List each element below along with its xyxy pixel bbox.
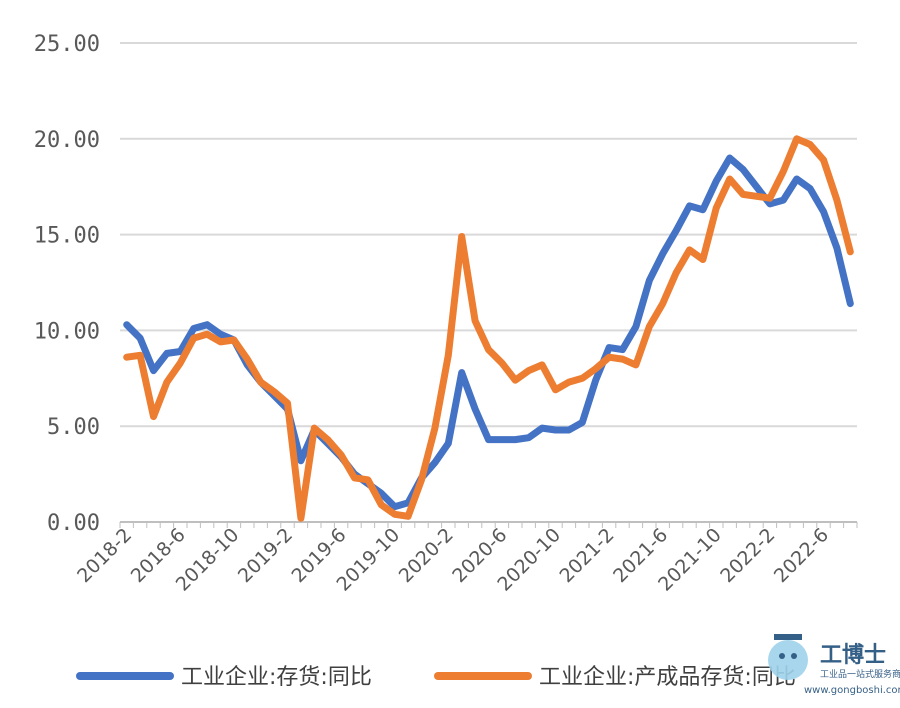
y-tick-label: 5.00 [47,415,100,440]
x-tick-label: 2019-2 [234,524,297,587]
watermark-logo: 工博士 工业品一站式服务商 www.gongboshi.com [768,634,900,696]
series-line-inventory [123,154,854,511]
y-axis-ticks: 0.00 5.00 10.00 15.00 20.00 25.00 [34,32,100,536]
x-tick-label: 2022-6 [770,524,833,587]
legend-label-finished-goods: 工业企业:产成品存货:同比 [539,665,796,690]
x-axis-ticks: 2018-22018-62018-102019-22019-62019-1020… [73,522,858,596]
legend-label-inventory: 工业企业:存货:同比 [181,665,372,690]
watermark-tagline: 工业品一站式服务商 [820,668,900,680]
y-tick-label: 0.00 [47,511,100,536]
y-tick-label: 10.00 [34,319,100,344]
series-lines [123,135,854,522]
y-tick-label: 15.00 [34,224,100,249]
y-tick-label: 25.00 [34,32,100,57]
watermark-url: www.gongboshi.com [804,685,900,696]
mascot-icon [768,640,808,680]
x-tick-label: 2020-2 [395,524,458,587]
watermark-brand: 工博士 [820,642,886,668]
legend: 工业企业:存货:同比 工业企业:产成品存货:同比 [76,665,796,690]
grid [120,42,857,428]
y-tick-label: 20.00 [34,128,100,153]
series-line-finished-goods [123,135,854,522]
x-tick-label: 2021-2 [555,524,618,587]
x-tick-label: 2022-2 [716,524,779,587]
